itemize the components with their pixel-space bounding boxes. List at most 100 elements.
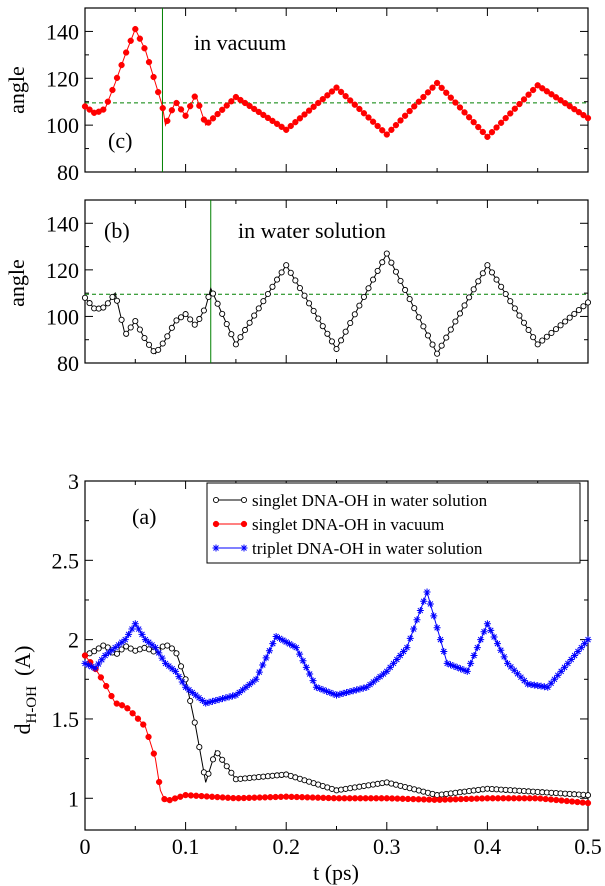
data-point <box>121 636 129 644</box>
data-point <box>347 97 354 104</box>
data-point <box>461 302 468 309</box>
data-point <box>456 104 464 111</box>
y-tick-label: 80 <box>57 160 79 185</box>
data-point <box>470 286 477 293</box>
data-point <box>452 796 459 803</box>
data-point <box>502 114 509 122</box>
data-point <box>272 793 279 801</box>
panel-b-y-ticks: 80 100 120 140 <box>46 211 588 376</box>
data-point <box>264 290 271 298</box>
data-point <box>158 654 166 662</box>
data-point <box>493 124 500 131</box>
data-point <box>251 794 258 801</box>
data-point <box>200 307 207 314</box>
data-point <box>370 276 377 283</box>
data-point <box>198 792 205 800</box>
data-point <box>383 250 390 257</box>
data-point <box>155 649 163 657</box>
panel-a-distance: 1 1.5 2 2.5 3 0 0.1 0.2 0.3 0.4 0.5 (a) t (ps) dH… <box>10 469 602 885</box>
data-point <box>306 670 314 678</box>
data-point <box>543 88 550 95</box>
data-point <box>579 799 586 806</box>
data-point <box>341 795 348 802</box>
data-point <box>537 682 545 690</box>
data-point <box>467 659 475 667</box>
data-point <box>480 628 488 636</box>
data-point <box>100 304 107 311</box>
data-point <box>287 269 294 276</box>
data-point <box>239 686 247 694</box>
data-point <box>505 795 512 802</box>
data-point <box>463 667 471 675</box>
data-point <box>392 121 400 129</box>
data-point <box>235 689 243 697</box>
data-point <box>132 318 139 325</box>
legend-marker <box>240 544 248 552</box>
data-point <box>473 644 481 652</box>
data-point <box>524 680 532 688</box>
data-point <box>333 84 340 91</box>
data-point <box>347 319 354 327</box>
data-point <box>487 626 495 634</box>
data-point <box>453 663 461 671</box>
data-point <box>219 106 226 113</box>
data-point <box>209 290 217 297</box>
data-point <box>339 689 347 697</box>
data-point <box>205 119 212 126</box>
data-point <box>516 100 523 108</box>
data-point <box>500 795 507 802</box>
data-point <box>452 318 459 325</box>
data-point <box>336 690 344 698</box>
data-point <box>386 663 394 671</box>
data-point <box>128 625 136 633</box>
data-point <box>159 340 166 347</box>
data-point <box>115 641 123 649</box>
data-point <box>374 267 381 274</box>
data-point <box>415 796 422 803</box>
data-point <box>81 294 89 301</box>
panel-b-y-axis-label: angle <box>4 259 29 307</box>
data-point <box>415 98 422 105</box>
data-point <box>360 293 367 301</box>
y-tick-label: 120 <box>46 66 79 91</box>
data-point <box>571 106 578 113</box>
data-point <box>373 795 380 802</box>
legend-label: triplet DNA-OH in water solution <box>252 539 483 558</box>
data-point <box>136 326 143 333</box>
data-point <box>356 685 364 693</box>
data-point <box>544 683 552 691</box>
data-point <box>566 314 573 321</box>
data-point <box>436 636 444 644</box>
data-point <box>333 345 340 353</box>
data-point <box>568 798 576 805</box>
data-point <box>411 305 418 312</box>
data-point <box>151 644 159 652</box>
panel-c-y-axis-label: angle <box>4 66 29 114</box>
data-point <box>478 795 486 802</box>
data-point <box>342 93 349 100</box>
data-point <box>288 793 295 801</box>
data-point <box>192 691 200 699</box>
data-point <box>438 342 445 349</box>
data-point <box>145 58 153 66</box>
data-point <box>127 324 134 331</box>
legend-marker <box>212 520 220 528</box>
data-point <box>223 763 230 770</box>
data-point <box>547 796 555 803</box>
data-point <box>109 293 116 301</box>
data-point <box>81 652 89 659</box>
data-point <box>571 652 579 659</box>
data-point <box>447 94 454 101</box>
data-point <box>165 662 173 670</box>
data-point <box>539 337 546 344</box>
data-point <box>264 114 272 122</box>
data-point <box>214 750 221 757</box>
data-point <box>228 331 235 338</box>
data-point <box>203 793 210 800</box>
data-point <box>100 106 107 113</box>
data-point <box>94 660 102 668</box>
data-point <box>282 638 290 646</box>
data-point <box>104 644 111 651</box>
data-point <box>237 96 244 104</box>
y-tick-label: 3 <box>68 469 79 494</box>
